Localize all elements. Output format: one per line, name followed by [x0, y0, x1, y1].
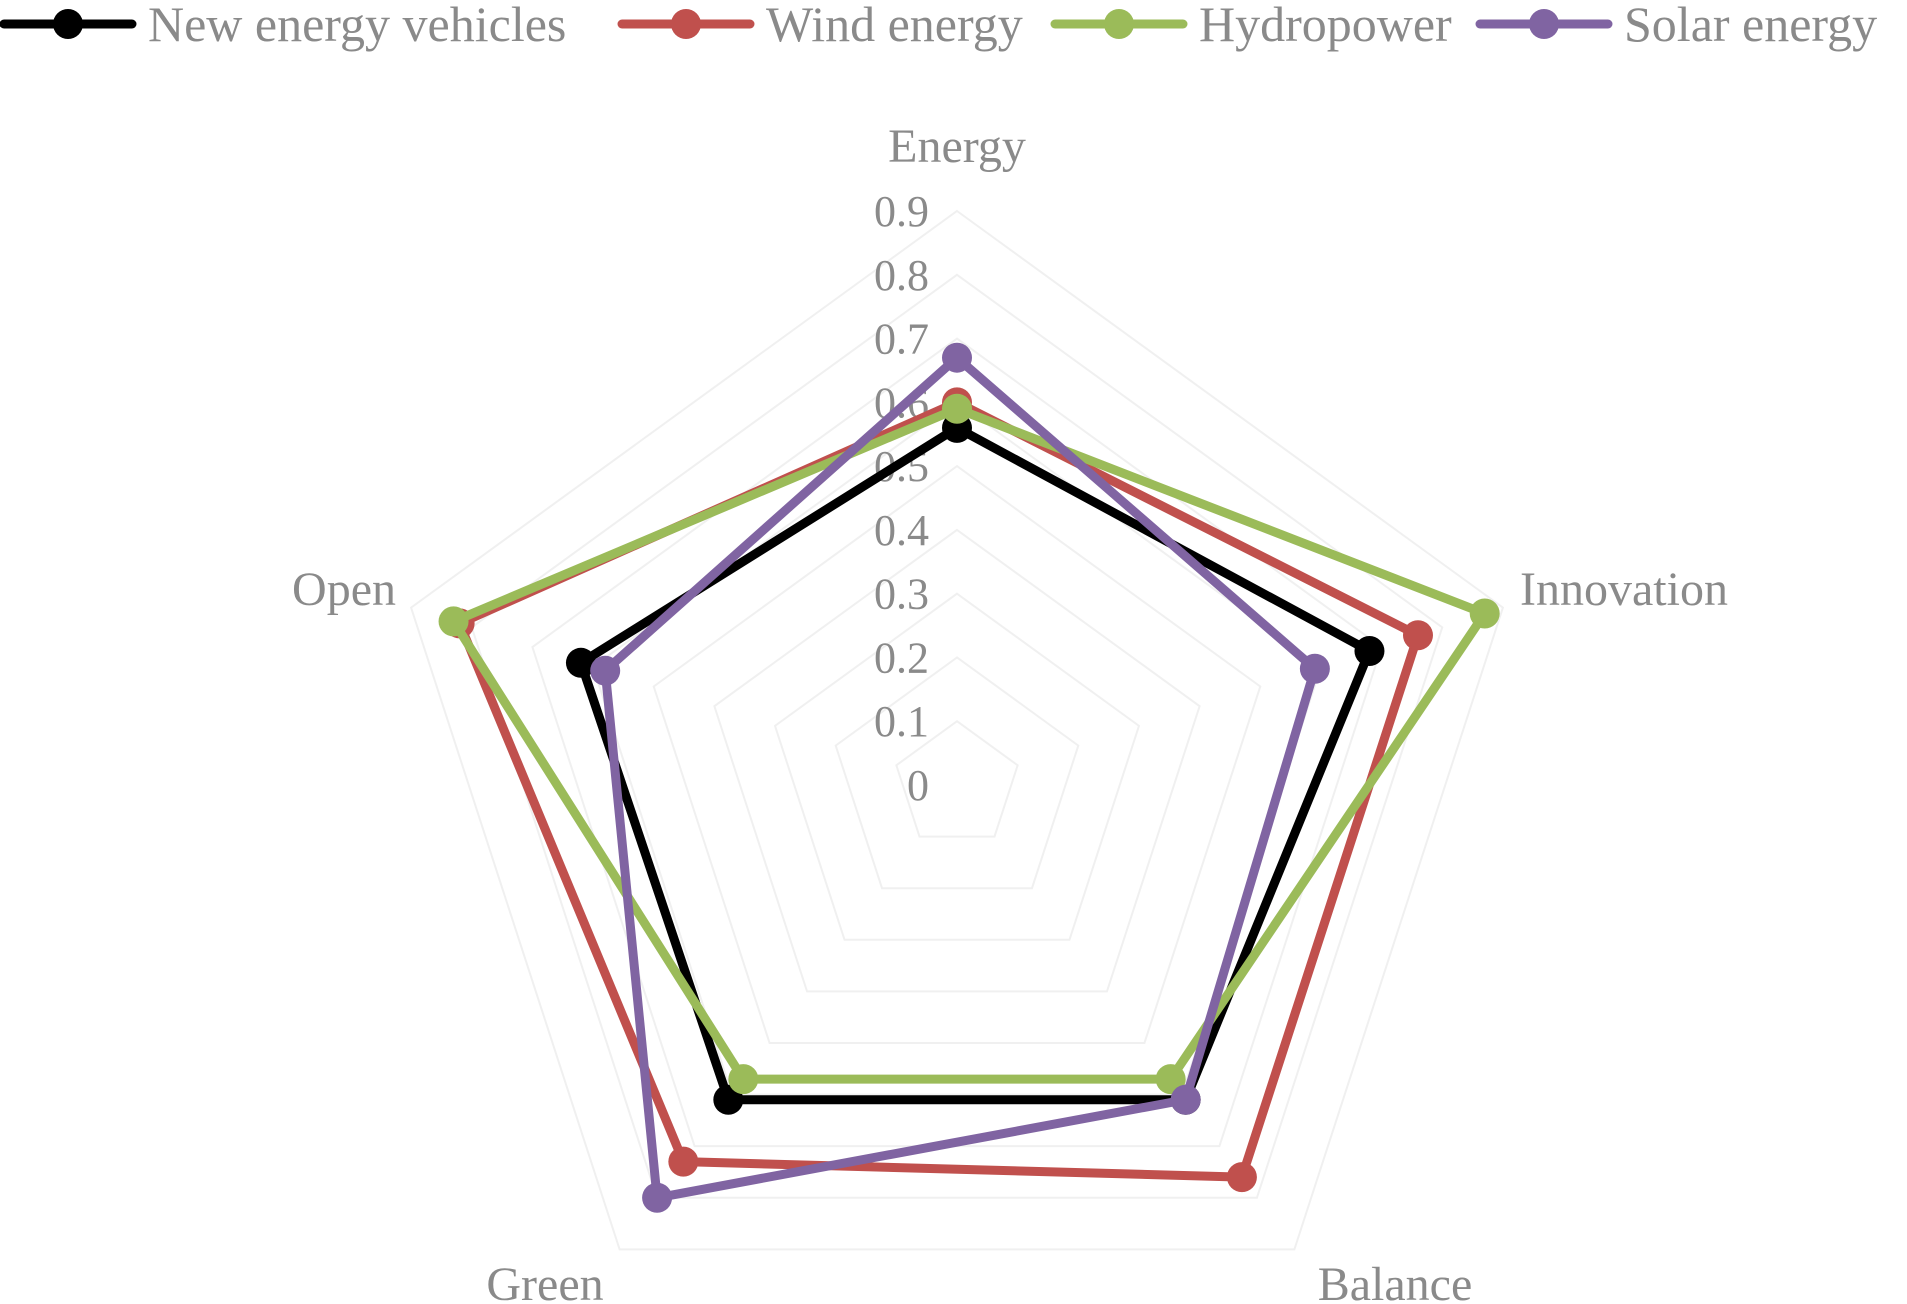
tick-label: 0: [907, 761, 929, 810]
data-point-solar-energy-balance: [1170, 1084, 1201, 1115]
tick-label: 0.4: [874, 506, 929, 555]
data-point-hydropower-open: [438, 606, 469, 637]
tick-label: 0.7: [874, 315, 929, 364]
axis-label-innovation: Innovation: [1520, 563, 1728, 616]
tick-label: 0.2: [874, 633, 929, 682]
data-point-hydropower-green: [728, 1064, 759, 1095]
legend-item-solar-energy: Solar energy: [1475, 0, 1877, 52]
grid-ring: [713, 528, 1201, 993]
legend-item-wind-energy: Wind energy: [617, 0, 1023, 52]
legend-marker-new-energy-vehicles: [53, 9, 83, 39]
tick-label: 0.8: [874, 251, 929, 300]
legend-label-solar-energy: Solar energy: [1624, 0, 1877, 52]
legend-label-new-energy-vehicles: New energy vehicles: [148, 0, 566, 52]
series-group: [438, 342, 1500, 1213]
data-point-wind-energy-balance: [1226, 1162, 1257, 1193]
legend: New energy vehicles Wind energy Hydropower…: [0, 0, 1877, 52]
legend-item-new-energy-vehicles: New energy vehicles: [0, 0, 566, 52]
series-solar-energy: [590, 342, 1330, 1213]
tick-label: 0.1: [874, 697, 929, 746]
series-line-new-energy-vehicles: [576, 423, 1374, 1105]
data-point-wind-energy-innovation: [1402, 620, 1433, 651]
data-point-solar-energy-open: [590, 655, 621, 686]
legend-label-hydropower: Hydropower: [1199, 0, 1452, 52]
legend-marker-hydropower: [1104, 9, 1134, 39]
grid-ring: [773, 592, 1141, 941]
legend-item-hydropower: Hydropower: [1050, 0, 1452, 52]
data-point-solar-energy-energy: [942, 342, 972, 373]
data-point-hydropower-innovation: [1469, 598, 1500, 629]
legend-label-wind-energy: Wind energy: [766, 0, 1023, 52]
series-hydropower: [438, 393, 1500, 1095]
axis-label-balance: Balance: [1318, 1258, 1473, 1304]
data-point-hydropower-balance: [1155, 1064, 1186, 1095]
data-point-new-energy-vehicles-innovation: [1354, 635, 1385, 666]
tick-label: 0.9: [874, 187, 929, 236]
grid-ring: [531, 337, 1383, 1148]
data-point-wind-energy-green: [668, 1146, 699, 1177]
series-wind-energy: [444, 387, 1433, 1193]
axis-label-green: Green: [486, 1258, 603, 1304]
series-line-hydropower: [449, 404, 1490, 1084]
data-point-new-energy-vehicles-green: [713, 1084, 744, 1115]
series-line-solar-energy: [600, 353, 1320, 1203]
grid-ring: [834, 656, 1080, 890]
grid-ring: [895, 719, 1019, 838]
legend-marker-solar-energy: [1529, 9, 1559, 39]
axis-labels: Energy Innovation Balance Green Open: [292, 120, 1728, 1304]
grid-ring: [652, 464, 1262, 1044]
axis-label-energy: Energy: [888, 120, 1026, 173]
data-point-new-energy-vehicles-open: [565, 647, 596, 678]
data-point-solar-energy-innovation: [1299, 653, 1330, 684]
tick-label: 0.3: [874, 570, 929, 619]
grid-ring: [409, 209, 1505, 1251]
data-point-hydropower-energy: [942, 393, 972, 424]
radial-tick-labels: 00.10.20.30.40.50.60.70.80.9: [874, 187, 929, 810]
axis-label-open: Open: [292, 563, 396, 616]
legend-marker-wind-energy: [671, 9, 701, 39]
data-point-solar-energy-green: [642, 1182, 673, 1213]
